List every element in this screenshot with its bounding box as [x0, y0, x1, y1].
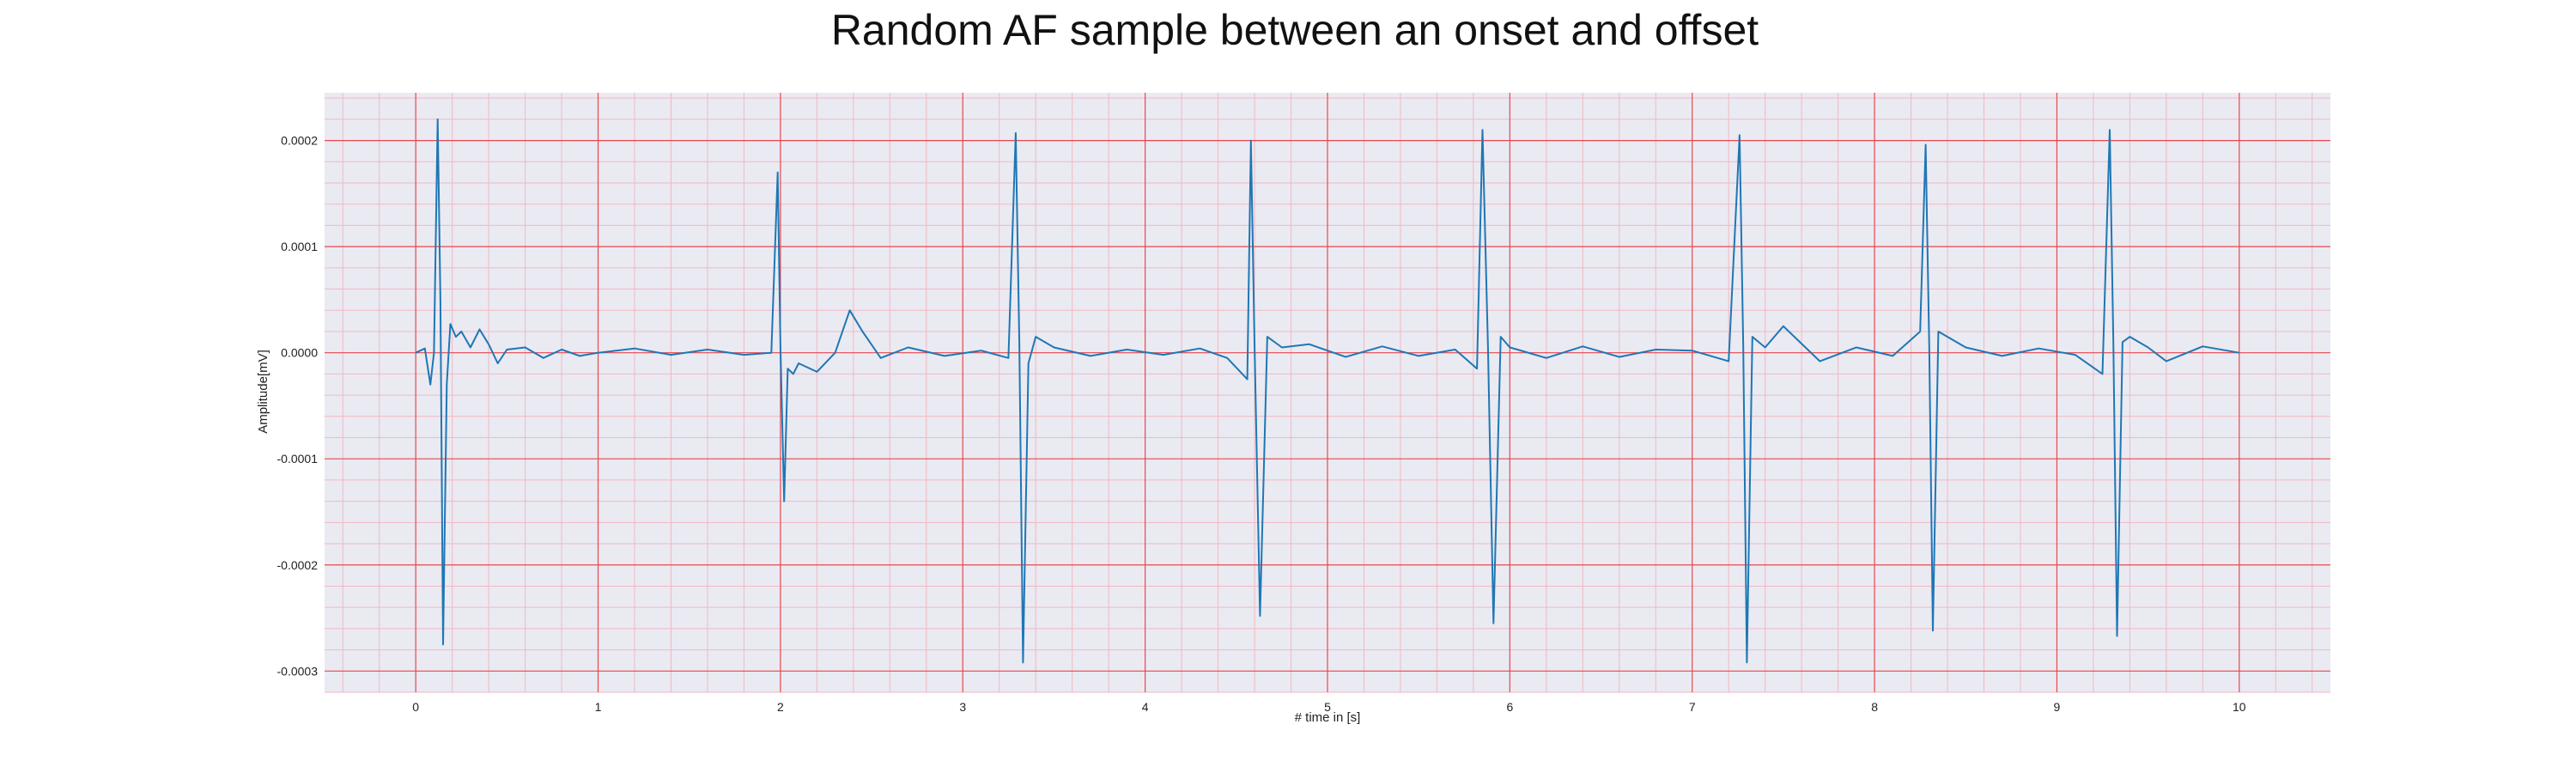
- x-tick-label: 8: [1871, 700, 1878, 714]
- x-tick-label: 2: [777, 700, 784, 714]
- x-tick-label: 9: [2054, 700, 2061, 714]
- x-tick-label: 3: [959, 700, 966, 714]
- y-tick-label: -0.0003: [277, 664, 319, 678]
- chart-title: Random AF sample between an onset and of…: [831, 6, 1759, 54]
- x-tick-label: 1: [595, 700, 602, 714]
- x-tick-label: 6: [1506, 700, 1513, 714]
- y-tick-label: 0.0002: [281, 134, 318, 148]
- y-tick-label: -0.0001: [277, 452, 319, 466]
- x-axis-label: # time in [s]: [1295, 710, 1361, 725]
- x-tick-labels: 0 1 2 3 4 5 6 7 8 9 10: [412, 700, 2246, 714]
- x-tick-label: 7: [1689, 700, 1696, 714]
- series-layer: [415, 118, 2239, 664]
- x-tick-label: 4: [1142, 700, 1149, 714]
- x-tick-label: 0: [412, 700, 419, 714]
- y-tick-label: -0.0002: [277, 558, 319, 572]
- ecg-series-line: [415, 118, 2239, 664]
- y-tick-label: 0.0000: [281, 346, 318, 360]
- x-tick-label: 5: [1324, 700, 1331, 714]
- y-axis-label: Amplitude[mV]: [256, 350, 270, 434]
- x-tick-label: 10: [2233, 700, 2246, 714]
- y-tick-labels: 0.0002 0.0001 0.0000 -0.0001 -0.0002 -0.0003: [277, 134, 319, 679]
- y-tick-label: 0.0001: [281, 240, 318, 253]
